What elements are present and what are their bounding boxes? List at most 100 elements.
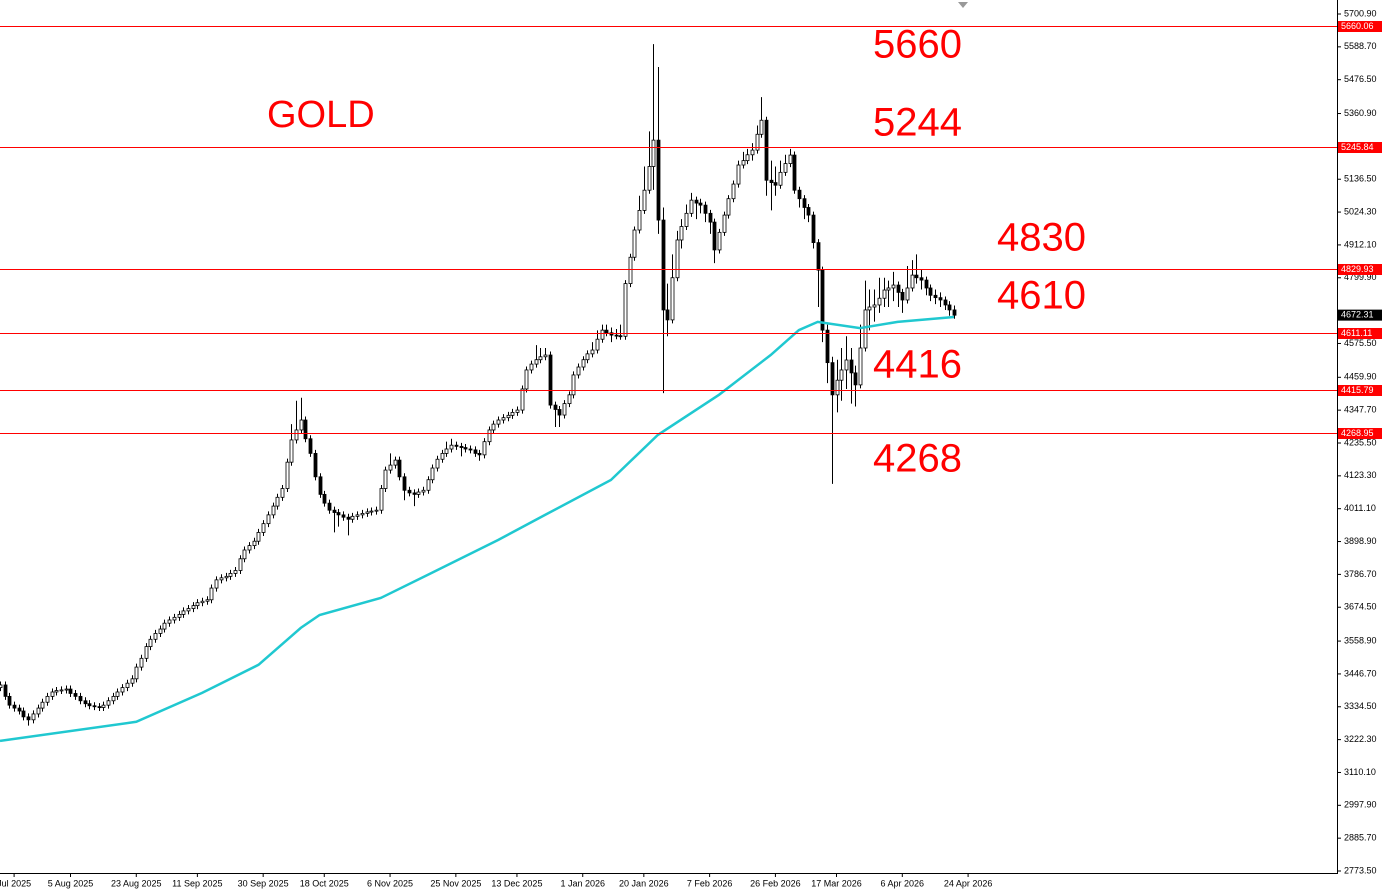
candle-body — [92, 705, 97, 708]
y-tick-label: 4912.10 — [1344, 239, 1377, 249]
candle-body — [736, 164, 741, 185]
candle-body — [12, 704, 17, 709]
x-tick-label: 7 Feb 2026 — [687, 878, 733, 888]
candle-body — [332, 509, 337, 513]
candle-body — [947, 304, 952, 311]
candle-body — [369, 510, 374, 513]
candle-body — [773, 182, 778, 186]
candle-body — [529, 363, 534, 371]
candle-body — [238, 558, 243, 571]
candle-body — [684, 212, 689, 227]
candle-body — [271, 505, 276, 516]
candle-body — [830, 362, 835, 396]
candle-body — [872, 304, 877, 308]
candle-body — [689, 199, 694, 214]
x-tick-label: 6 Apr 2026 — [881, 878, 925, 888]
candle-body — [341, 514, 346, 518]
level-label: 4829.93 — [1341, 264, 1374, 274]
candle-body — [661, 219, 666, 311]
shift-marker — [958, 2, 968, 8]
candle-body — [379, 488, 384, 511]
candle-body — [919, 277, 924, 281]
candle-body — [614, 334, 619, 337]
candle-body — [355, 514, 360, 517]
candle-body — [952, 309, 957, 316]
level-box — [1338, 428, 1382, 439]
candle-body — [717, 231, 722, 251]
y-tick-label: 3786.70 — [1344, 569, 1377, 579]
y-tick-label: 3898.90 — [1344, 536, 1377, 546]
y-tick-label: 4011.10 — [1344, 503, 1376, 513]
y-tick-label: 4347.70 — [1344, 405, 1377, 415]
candle-body — [440, 452, 445, 460]
candle-body — [26, 716, 31, 721]
candle-body — [745, 154, 750, 162]
candle-body — [224, 575, 229, 579]
candle-body — [402, 476, 407, 491]
candle-body — [449, 444, 454, 450]
candle-body — [792, 154, 797, 191]
candle-body — [365, 511, 370, 514]
candle-body — [750, 149, 755, 156]
y-tick-label: 2885.70 — [1344, 833, 1377, 843]
candle-body — [741, 160, 746, 166]
y-tick-label: 5360.90 — [1344, 108, 1377, 118]
candle-body — [346, 516, 351, 520]
candle-body — [581, 359, 586, 368]
x-tick-label: 30 Sep 2025 — [238, 878, 289, 888]
candle-body — [430, 467, 435, 481]
candle-body — [327, 502, 332, 511]
candle-body — [285, 461, 290, 489]
y-tick-label: 2773.50 — [1344, 865, 1377, 875]
candle-body — [463, 447, 468, 450]
candle-body — [501, 417, 506, 421]
candle-body — [214, 579, 219, 589]
x-tick-label: 17 Mar 2026 — [811, 878, 862, 888]
candle-body — [7, 695, 12, 706]
candle-body — [374, 509, 379, 512]
candle-body — [938, 297, 943, 301]
y-tick-label: 4575.50 — [1344, 338, 1377, 348]
y-tick-label: 2997.90 — [1344, 800, 1377, 810]
candle-body — [303, 419, 308, 440]
x-tick-label: 6 Nov 2025 — [367, 878, 413, 888]
candle-body — [656, 139, 661, 221]
x-tick-label: 1 Jan 2026 — [560, 878, 605, 888]
candle-body — [924, 279, 929, 289]
x-tick-label: 18 Oct 2025 — [300, 878, 349, 888]
candle-body — [87, 703, 92, 707]
y-tick-label: 4235.50 — [1344, 437, 1377, 447]
candle-body — [139, 657, 144, 668]
candle-body — [811, 214, 816, 244]
annotation: 5660 — [873, 23, 962, 67]
annotation: 4416 — [873, 343, 962, 387]
candle-body — [313, 452, 318, 478]
x-tick-label: 5 Aug 2025 — [48, 878, 94, 888]
candle-body — [144, 646, 149, 659]
candle-body — [468, 448, 473, 451]
x-tick-label: 13 Dec 2025 — [491, 878, 542, 888]
candle-body — [233, 570, 238, 574]
y-tick-label: 4459.90 — [1344, 372, 1377, 382]
candle-body — [256, 532, 261, 542]
candle-body — [778, 171, 783, 186]
candle-body — [515, 409, 520, 413]
candle-body — [397, 459, 402, 478]
candle-body — [726, 198, 731, 216]
candle-body — [524, 369, 529, 390]
candle-body — [350, 515, 355, 520]
x-tick-label: 24 Apr 2026 — [944, 878, 993, 888]
y-tick-label: 5024.30 — [1344, 206, 1377, 216]
level-label: 5660.06 — [1341, 21, 1374, 31]
candle-body — [816, 242, 821, 271]
candle-body — [651, 139, 656, 167]
candle-body — [31, 713, 36, 721]
y-tick-label: 5700.90 — [1344, 8, 1377, 18]
candle-body — [318, 476, 323, 495]
candle-body — [759, 119, 764, 135]
candle-body — [764, 119, 769, 181]
candle-body — [520, 388, 525, 411]
candle-body — [416, 491, 421, 495]
candle-body — [900, 291, 905, 301]
